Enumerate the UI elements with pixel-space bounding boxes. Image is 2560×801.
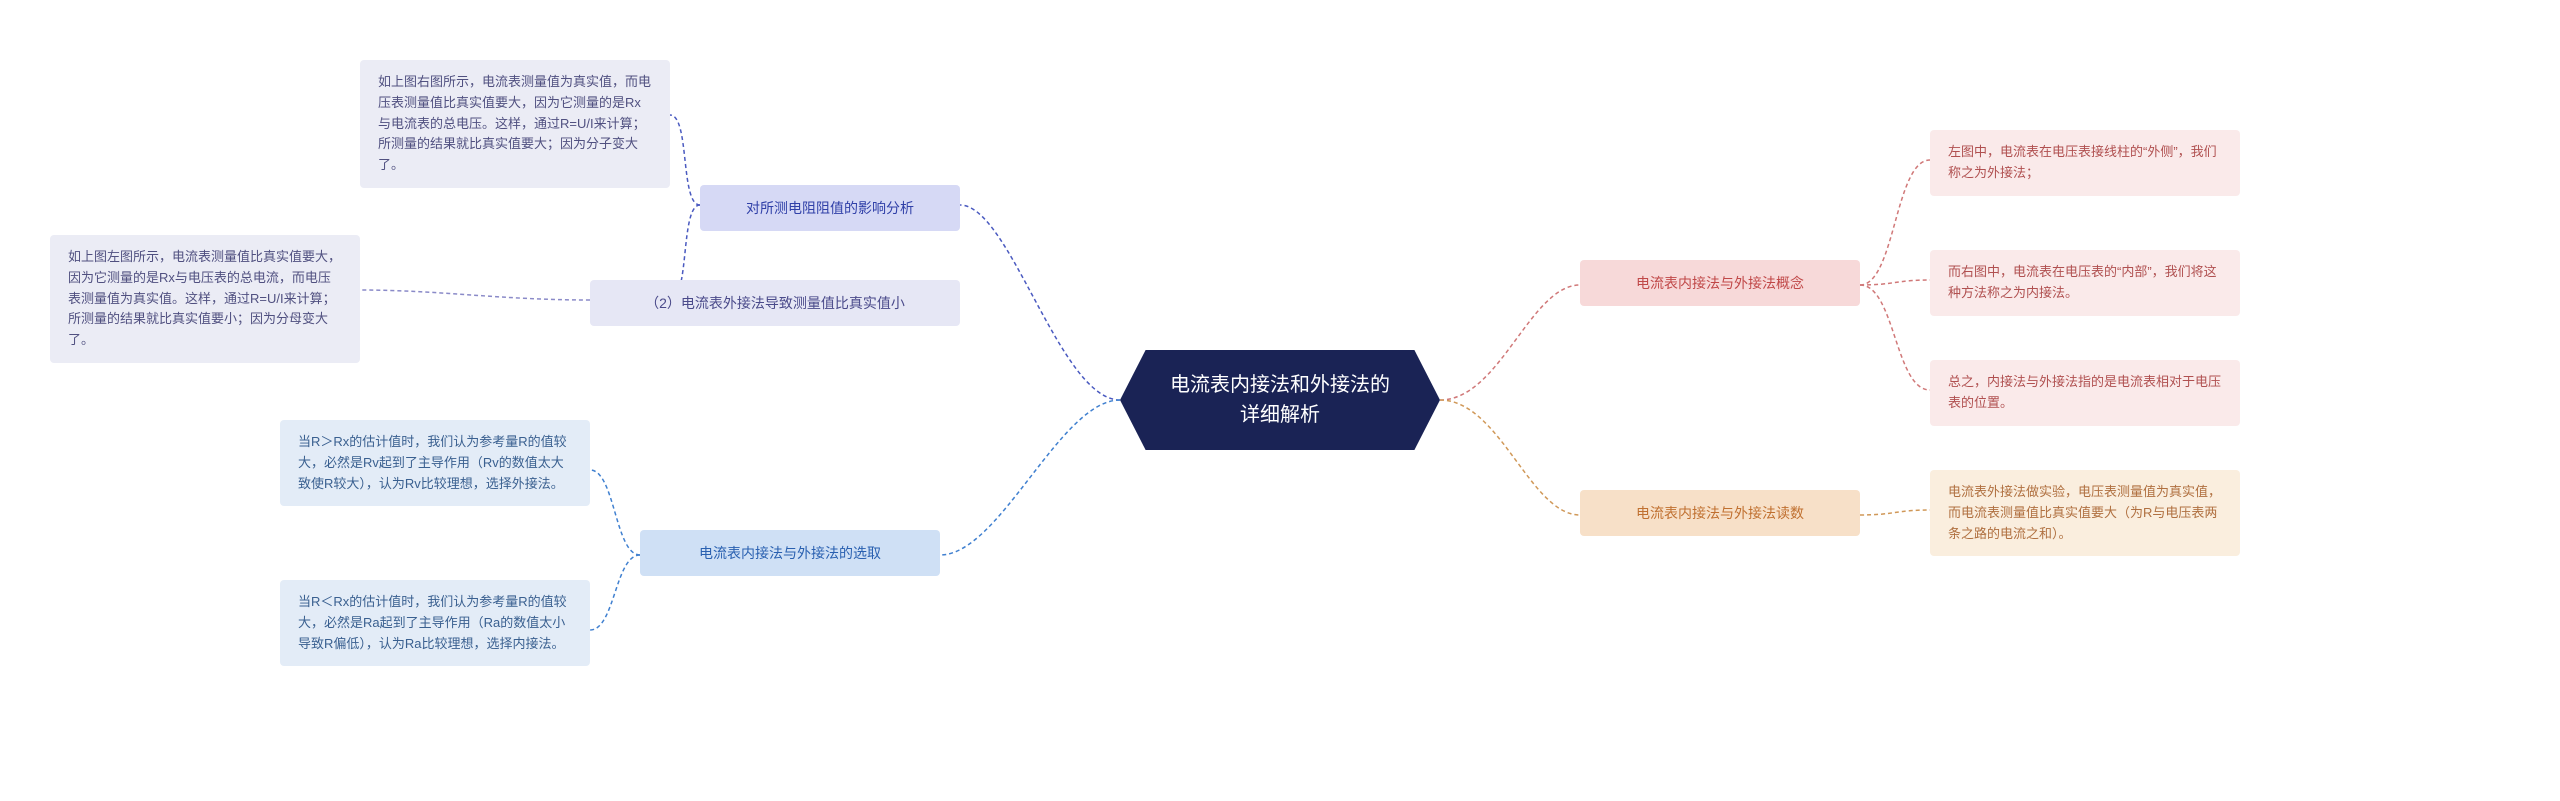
leaf-pink-summary: 总之，内接法与外接法指的是电流表相对于电压表的位置。	[1930, 360, 2240, 426]
leaf-orange-reading-detail: 电流表外接法做实验，电压表测量值为真实值，而电流表测量值比真实值要大（为R与电压…	[1930, 470, 2240, 556]
center-node: 电流表内接法和外接法的 详细解析	[1120, 350, 1440, 450]
leaf-pink-external-def: 左图中，电流表在电压表接线柱的“外侧”，我们称之为外接法；	[1930, 130, 2240, 196]
center-line2: 详细解析	[1240, 404, 1320, 426]
branch-purple-impact: 对所测电阻阻值的影响分析	[700, 185, 960, 231]
center-line1: 电流表内接法和外接法的	[1170, 374, 1390, 396]
branch-pink-concept: 电流表内接法与外接法概念	[1580, 260, 1860, 306]
leaf-purple-left-diagram: 如上图左图所示，电流表测量值比真实值要大，因为它测量的是Rx与电压表的总电流，而…	[50, 235, 360, 363]
branch-orange-reading: 电流表内接法与外接法读数	[1580, 490, 1860, 536]
branch-blue-selection: 电流表内接法与外接法的选取	[640, 530, 940, 576]
sub-purple-external-small: （2）电流表外接法导致测量值比真实值小	[590, 280, 960, 326]
leaf-pink-internal-def: 而右图中，电流表在电压表的“内部”，我们将这种方法称之为内接法。	[1930, 250, 2240, 316]
leaf-purple-right-diagram: 如上图右图所示，电流表测量值为真实值，而电压表测量值比真实值要大，因为它测量的是…	[360, 60, 670, 188]
leaf-blue-r-greater: 当R＞Rx的估计值时，我们认为参考量R的值较大，必然是Rv起到了主导作用（Rv的…	[280, 420, 590, 506]
leaf-blue-r-less: 当R＜Rx的估计值时，我们认为参考量R的值较大，必然是Ra起到了主导作用（Ra的…	[280, 580, 590, 666]
